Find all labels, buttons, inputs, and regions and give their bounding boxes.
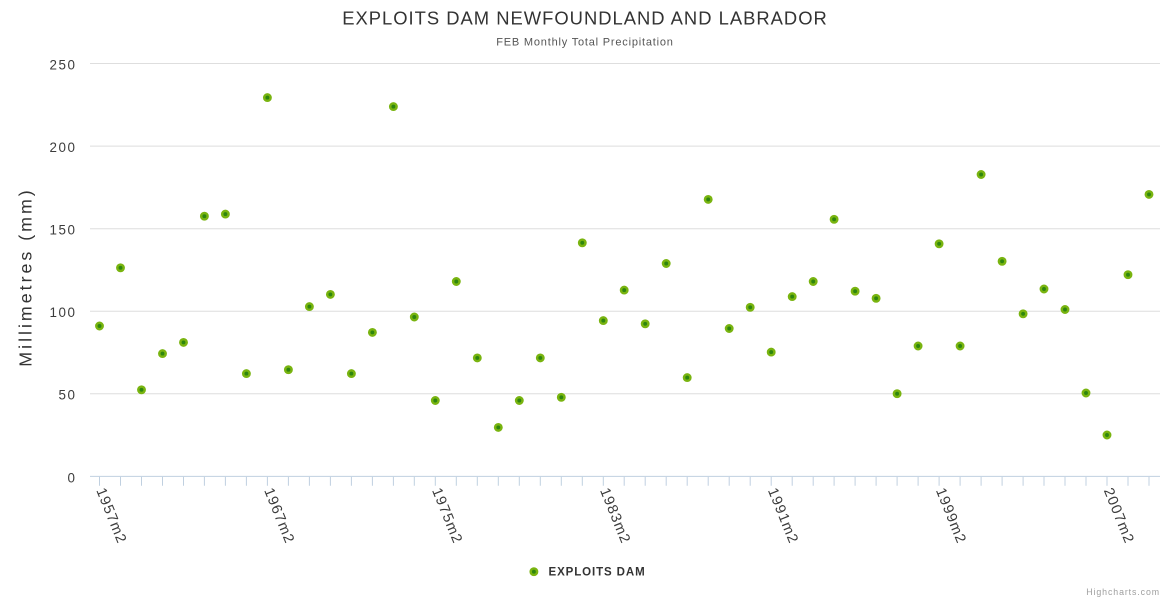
svg-text:EXPLOITS DAM: EXPLOITS DAM	[549, 566, 646, 578]
svg-text:250: 250	[49, 57, 76, 72]
svg-text:100: 100	[49, 305, 76, 320]
svg-text:Millimetres (mm): Millimetres (mm)	[15, 187, 35, 366]
svg-text:FEB Monthly Total Precipitatio: FEB Monthly Total Precipitation	[496, 37, 673, 49]
svg-text:200: 200	[49, 140, 76, 155]
svg-text:EXPLOITS DAM NEWFOUNDLAND AND: EXPLOITS DAM NEWFOUNDLAND AND LABRADOR	[342, 8, 828, 29]
svg-text:50: 50	[58, 388, 76, 403]
svg-text:0: 0	[68, 470, 77, 485]
svg-text:Highcharts.com: Highcharts.com	[1086, 587, 1160, 597]
svg-text:150: 150	[49, 223, 76, 238]
